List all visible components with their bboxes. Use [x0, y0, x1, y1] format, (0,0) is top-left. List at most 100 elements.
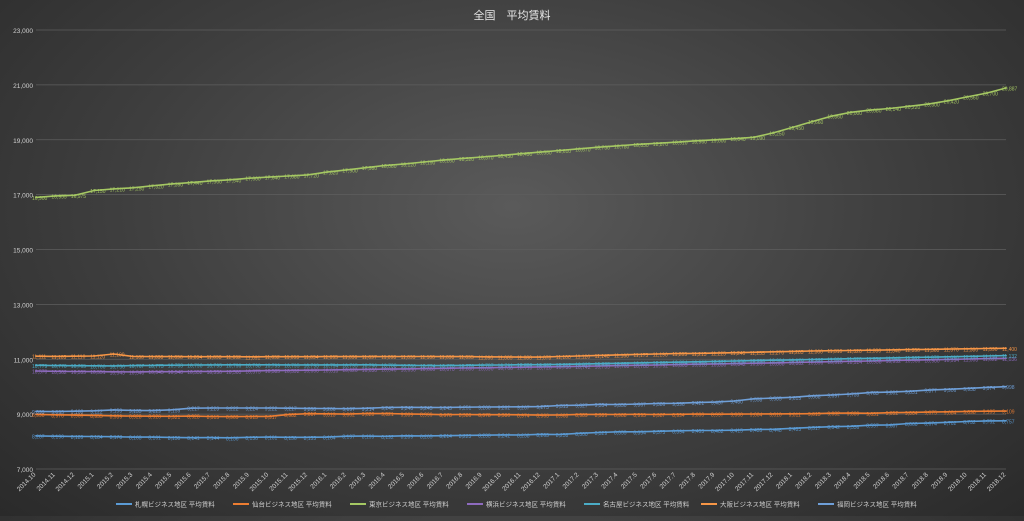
data-label: 9,260: [478, 405, 491, 411]
data-point: [364, 435, 367, 438]
data-point: [772, 361, 775, 364]
data-point: [733, 429, 736, 432]
data-point: [364, 363, 367, 366]
data-label: 11,120: [575, 354, 590, 360]
data-point: [229, 355, 231, 358]
data-label: 11,140: [595, 354, 610, 360]
data-label: 10,799: [265, 363, 281, 369]
data-point: [345, 407, 348, 410]
data-label: 8,978: [478, 413, 491, 419]
data-point: [772, 412, 775, 415]
data-point: [1005, 419, 1007, 422]
data-label: 11,380: [963, 347, 978, 353]
data-label: 17,440: [187, 181, 203, 187]
data-point: [578, 413, 581, 416]
data-point: [791, 361, 794, 364]
data-point: [714, 363, 716, 365]
data-point: [190, 181, 193, 184]
data-point: [326, 355, 328, 358]
data-label: 9,262: [498, 405, 511, 411]
data-point: [869, 412, 872, 415]
data-point: [73, 435, 76, 438]
x-tick-label: 2018.7: [891, 471, 910, 490]
legend-label: 東京ビジネス地区 平均賃料: [369, 500, 449, 509]
data-point: [461, 434, 464, 437]
data-point: [597, 431, 600, 434]
data-label: 8,939: [110, 414, 123, 420]
data-point: [442, 364, 445, 367]
data-point: [403, 406, 406, 409]
data-label: 8,144: [207, 436, 220, 442]
data-point: [617, 430, 619, 433]
data-label: 8,986: [459, 413, 472, 419]
data-point: [675, 141, 678, 144]
data-point: [849, 349, 852, 352]
data-label: 11,034: [866, 357, 881, 363]
data-label: 9,217: [187, 407, 200, 413]
data-label: 8,415: [730, 429, 743, 435]
data-label: 18,490: [517, 152, 533, 158]
data-label: 10,798: [245, 363, 261, 369]
data-point: [520, 152, 522, 155]
data-label: 11,096: [342, 355, 357, 361]
data-point: [112, 365, 115, 367]
data-point: [481, 156, 484, 158]
data-label: 9,245: [420, 406, 433, 412]
data-point: [675, 363, 678, 366]
data-label: 10,770: [51, 364, 67, 370]
data-label: 20,887: [1002, 86, 1018, 92]
y-tick-label: 13,000: [13, 302, 33, 309]
data-point: [112, 370, 115, 373]
data-label: 8,702: [944, 421, 957, 427]
data-point: [461, 355, 464, 358]
x-tick-label: 2017.7: [659, 471, 678, 490]
data-point: [442, 434, 445, 437]
data-point: [306, 436, 309, 439]
data-point: [694, 401, 697, 404]
data-label: 8,435: [750, 428, 763, 434]
data-label: 10,796: [362, 363, 378, 369]
data-point: [636, 364, 639, 367]
data-point: [306, 355, 309, 358]
data-label: 10,660: [420, 367, 436, 373]
x-tick-label: 2015.10: [249, 471, 271, 493]
data-label: 10,555: [71, 370, 87, 376]
data-point: [229, 370, 231, 373]
data-label: 9,251: [459, 406, 472, 412]
data-point: [811, 358, 813, 361]
data-point: [869, 349, 872, 352]
data-label: 9,974: [983, 386, 996, 392]
x-tick-label: 2016.1: [309, 471, 328, 490]
data-label: 10,548: [168, 370, 184, 376]
data-point: [849, 360, 852, 363]
data-label: 8,355: [614, 430, 627, 436]
data-label: 9,009: [401, 412, 414, 418]
data-point: [966, 410, 969, 413]
data-label: 9,214: [362, 407, 375, 413]
data-point: [888, 424, 891, 426]
data-label: 10,650: [401, 367, 417, 373]
data-point: [190, 364, 193, 366]
data-label: 9,735: [847, 392, 860, 398]
data-label: 11,096: [168, 355, 183, 361]
x-tick-label: 2017.12: [753, 471, 775, 493]
data-point: [73, 410, 76, 413]
data-point: [772, 428, 775, 431]
y-tick-label: 21,000: [13, 83, 33, 90]
data-label: 9,208: [304, 407, 317, 413]
data-point: [520, 405, 522, 408]
data-label: 10,938: [866, 359, 882, 365]
data-point: [345, 368, 348, 371]
data-point: [811, 394, 813, 397]
data-point: [481, 434, 484, 437]
data-label: 9,222: [226, 407, 239, 413]
data-point: [927, 422, 930, 424]
data-label: 8,917: [265, 415, 278, 421]
data-point: [151, 364, 154, 367]
data-label: 9,004: [750, 413, 763, 419]
x-tick-label: 2015.8: [212, 471, 231, 490]
data-point: [132, 364, 134, 367]
data-label: 18,610: [556, 149, 572, 155]
data-point: [500, 356, 503, 358]
data-point: [966, 387, 969, 390]
